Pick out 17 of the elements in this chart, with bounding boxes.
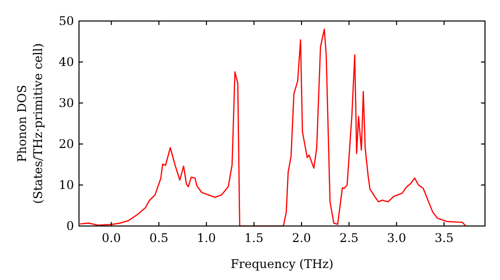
- x-tick-label: 2.5: [339, 231, 359, 245]
- x-tick-label: 0.5: [149, 231, 168, 245]
- x-tick-label: 1.5: [244, 231, 264, 245]
- y-tick-label: 40: [58, 55, 74, 69]
- line-series: [79, 28, 467, 227]
- y-tick-label: 30: [58, 96, 74, 110]
- x-tick-label: 3.0: [387, 231, 406, 245]
- y-tick-label: 50: [58, 14, 74, 28]
- y-tick-label: 10: [58, 178, 74, 192]
- x-tick-label: 0.0: [102, 231, 121, 245]
- x-tick-label: 2.0: [292, 231, 312, 245]
- x-tick-label: 3.5: [434, 231, 454, 245]
- y-axis-title: Phonon DOS (States/THz·primitive cell): [15, 43, 45, 204]
- y-tick-label: 20: [58, 137, 74, 151]
- x-tick-label: 1.0: [196, 231, 216, 245]
- x-axis-title: Frequency (THz): [230, 257, 334, 271]
- y-tick-label: 0: [66, 219, 74, 233]
